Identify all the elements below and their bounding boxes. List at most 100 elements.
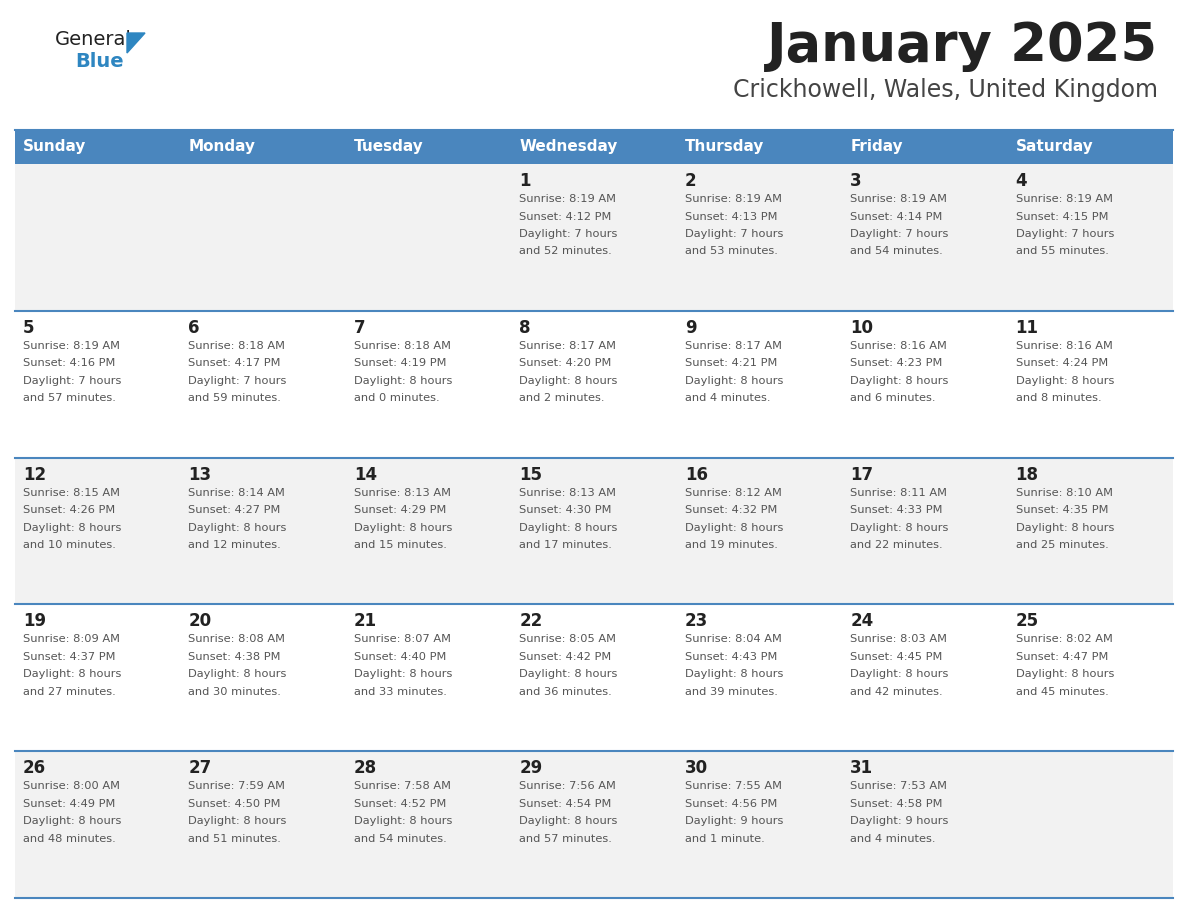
- Text: Sunset: 4:21 PM: Sunset: 4:21 PM: [684, 358, 777, 368]
- Text: Daylight: 8 hours: Daylight: 8 hours: [851, 522, 948, 532]
- Text: 25: 25: [1016, 612, 1038, 631]
- Text: 21: 21: [354, 612, 377, 631]
- Text: and 1 minute.: and 1 minute.: [684, 834, 764, 844]
- Bar: [842, 164, 1007, 311]
- Text: Sunrise: 8:05 AM: Sunrise: 8:05 AM: [519, 634, 617, 644]
- Text: Crickhowell, Wales, United Kingdom: Crickhowell, Wales, United Kingdom: [733, 78, 1158, 102]
- Bar: [677, 751, 842, 898]
- Text: Sunset: 4:15 PM: Sunset: 4:15 PM: [1016, 211, 1108, 221]
- Text: and 25 minutes.: and 25 minutes.: [1016, 540, 1108, 550]
- Text: and 27 minutes.: and 27 minutes.: [23, 687, 115, 697]
- Bar: [346, 311, 511, 457]
- Text: and 53 minutes.: and 53 minutes.: [684, 247, 778, 256]
- Text: and 36 minutes.: and 36 minutes.: [519, 687, 612, 697]
- Bar: [511, 164, 677, 311]
- Bar: [15, 457, 181, 604]
- Text: and 10 minutes.: and 10 minutes.: [23, 540, 116, 550]
- Text: Sunset: 4:35 PM: Sunset: 4:35 PM: [1016, 505, 1108, 515]
- Text: and 30 minutes.: and 30 minutes.: [189, 687, 282, 697]
- Text: and 45 minutes.: and 45 minutes.: [1016, 687, 1108, 697]
- Text: 30: 30: [684, 759, 708, 778]
- Text: Sunrise: 8:00 AM: Sunrise: 8:00 AM: [23, 781, 120, 791]
- Text: Tuesday: Tuesday: [354, 140, 424, 154]
- Text: 23: 23: [684, 612, 708, 631]
- Text: 27: 27: [189, 759, 211, 778]
- Text: and 6 minutes.: and 6 minutes.: [851, 393, 936, 403]
- Text: Daylight: 7 hours: Daylight: 7 hours: [851, 229, 948, 239]
- Text: Sunrise: 8:17 AM: Sunrise: 8:17 AM: [519, 341, 617, 351]
- Bar: [842, 130, 1007, 164]
- Text: Sunset: 4:17 PM: Sunset: 4:17 PM: [189, 358, 280, 368]
- Text: Sunrise: 8:19 AM: Sunrise: 8:19 AM: [519, 194, 617, 204]
- Text: and 57 minutes.: and 57 minutes.: [23, 393, 116, 403]
- Bar: [181, 751, 346, 898]
- Text: 6: 6: [189, 319, 200, 337]
- Text: Daylight: 8 hours: Daylight: 8 hours: [684, 669, 783, 679]
- Bar: [1007, 604, 1173, 751]
- Text: and 8 minutes.: and 8 minutes.: [1016, 393, 1101, 403]
- Text: Sunrise: 8:04 AM: Sunrise: 8:04 AM: [684, 634, 782, 644]
- Bar: [15, 751, 181, 898]
- Text: 18: 18: [1016, 465, 1038, 484]
- Text: Sunrise: 8:13 AM: Sunrise: 8:13 AM: [519, 487, 617, 498]
- Text: Daylight: 8 hours: Daylight: 8 hours: [1016, 522, 1114, 532]
- Text: Sunrise: 8:08 AM: Sunrise: 8:08 AM: [189, 634, 285, 644]
- Text: Sunrise: 7:55 AM: Sunrise: 7:55 AM: [684, 781, 782, 791]
- Text: Sunrise: 8:07 AM: Sunrise: 8:07 AM: [354, 634, 451, 644]
- Text: Daylight: 8 hours: Daylight: 8 hours: [851, 375, 948, 386]
- Text: Sunset: 4:58 PM: Sunset: 4:58 PM: [851, 799, 942, 809]
- Text: and 54 minutes.: and 54 minutes.: [851, 247, 943, 256]
- Text: and 12 minutes.: and 12 minutes.: [189, 540, 282, 550]
- Text: General: General: [55, 30, 132, 49]
- Text: 12: 12: [23, 465, 46, 484]
- Text: and 57 minutes.: and 57 minutes.: [519, 834, 612, 844]
- Text: Sunrise: 8:02 AM: Sunrise: 8:02 AM: [1016, 634, 1112, 644]
- Text: and 19 minutes.: and 19 minutes.: [684, 540, 778, 550]
- Text: Daylight: 8 hours: Daylight: 8 hours: [684, 375, 783, 386]
- Text: Sunset: 4:32 PM: Sunset: 4:32 PM: [684, 505, 777, 515]
- Text: Sunrise: 8:18 AM: Sunrise: 8:18 AM: [189, 341, 285, 351]
- Text: Sunrise: 8:03 AM: Sunrise: 8:03 AM: [851, 634, 947, 644]
- Text: Daylight: 8 hours: Daylight: 8 hours: [354, 375, 453, 386]
- Text: and 33 minutes.: and 33 minutes.: [354, 687, 447, 697]
- Text: Daylight: 7 hours: Daylight: 7 hours: [23, 375, 121, 386]
- Text: Sunset: 4:52 PM: Sunset: 4:52 PM: [354, 799, 447, 809]
- Text: and 4 minutes.: and 4 minutes.: [684, 393, 770, 403]
- Text: 22: 22: [519, 612, 543, 631]
- Text: Sunset: 4:49 PM: Sunset: 4:49 PM: [23, 799, 115, 809]
- Text: Daylight: 8 hours: Daylight: 8 hours: [1016, 669, 1114, 679]
- Text: Daylight: 7 hours: Daylight: 7 hours: [519, 229, 618, 239]
- Bar: [511, 311, 677, 457]
- Text: 29: 29: [519, 759, 543, 778]
- Text: Sunset: 4:20 PM: Sunset: 4:20 PM: [519, 358, 612, 368]
- Bar: [1007, 130, 1173, 164]
- Bar: [1007, 164, 1173, 311]
- Text: and 42 minutes.: and 42 minutes.: [851, 687, 943, 697]
- Bar: [15, 164, 181, 311]
- Bar: [15, 130, 181, 164]
- Text: Sunset: 4:26 PM: Sunset: 4:26 PM: [23, 505, 115, 515]
- Text: Sunrise: 8:15 AM: Sunrise: 8:15 AM: [23, 487, 120, 498]
- Text: Daylight: 8 hours: Daylight: 8 hours: [189, 522, 286, 532]
- Text: Daylight: 8 hours: Daylight: 8 hours: [519, 375, 618, 386]
- Text: Blue: Blue: [75, 52, 124, 71]
- Bar: [677, 311, 842, 457]
- Text: Sunrise: 8:16 AM: Sunrise: 8:16 AM: [851, 341, 947, 351]
- Bar: [677, 130, 842, 164]
- Text: Sunrise: 7:58 AM: Sunrise: 7:58 AM: [354, 781, 451, 791]
- Bar: [1007, 751, 1173, 898]
- Text: Sunset: 4:45 PM: Sunset: 4:45 PM: [851, 652, 942, 662]
- Text: Sunrise: 8:19 AM: Sunrise: 8:19 AM: [1016, 194, 1113, 204]
- Text: 7: 7: [354, 319, 366, 337]
- Text: Daylight: 8 hours: Daylight: 8 hours: [519, 522, 618, 532]
- Text: January 2025: January 2025: [767, 20, 1158, 72]
- Text: Sunrise: 8:14 AM: Sunrise: 8:14 AM: [189, 487, 285, 498]
- Text: Daylight: 8 hours: Daylight: 8 hours: [189, 669, 286, 679]
- Text: 1: 1: [519, 172, 531, 190]
- Text: Sunset: 4:56 PM: Sunset: 4:56 PM: [684, 799, 777, 809]
- Bar: [181, 164, 346, 311]
- Text: 31: 31: [851, 759, 873, 778]
- Bar: [181, 130, 346, 164]
- Bar: [842, 751, 1007, 898]
- Text: 16: 16: [684, 465, 708, 484]
